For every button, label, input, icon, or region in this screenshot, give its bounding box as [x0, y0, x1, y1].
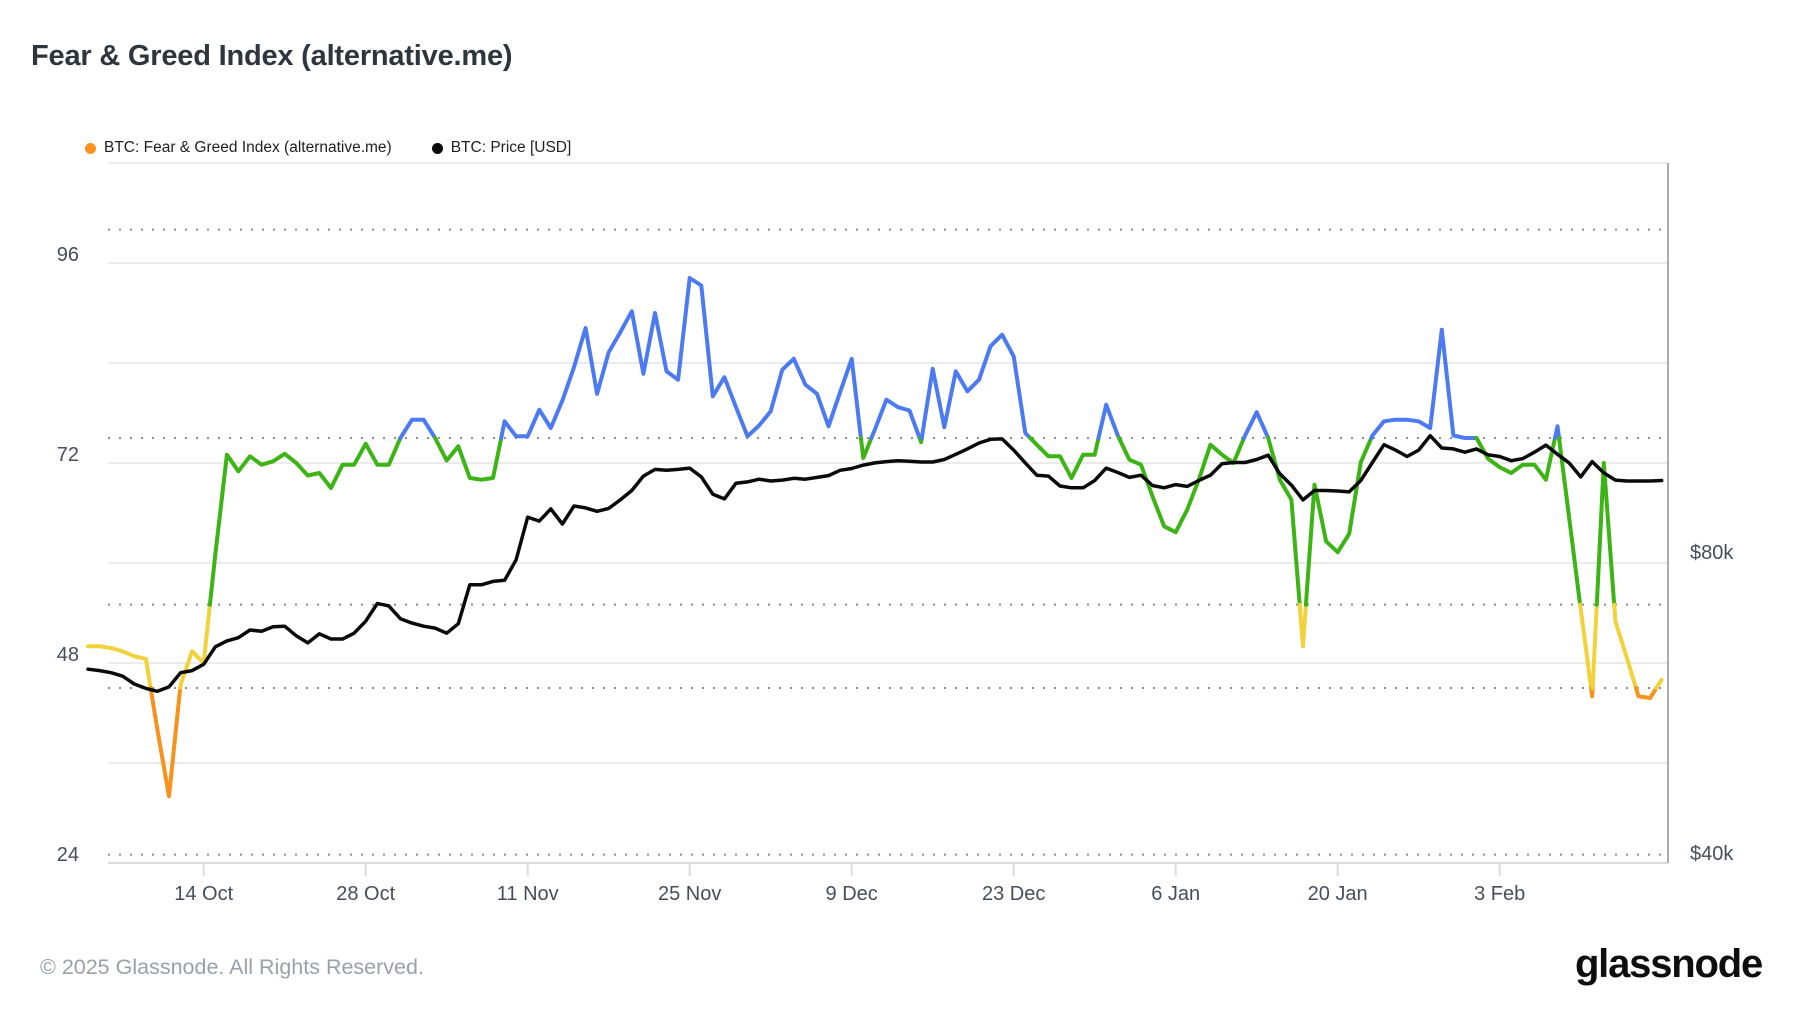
- svg-text:3 Feb: 3 Feb: [1474, 883, 1525, 905]
- svg-text:9 Dec: 9 Dec: [826, 883, 878, 905]
- svg-text:6 Jan: 6 Jan: [1151, 883, 1200, 905]
- svg-text:96: 96: [57, 244, 79, 266]
- page-title: Fear & Greed Index (alternative.me): [31, 40, 513, 72]
- svg-text:28 Oct: 28 Oct: [336, 883, 395, 905]
- legend-item-label: BTC: Fear & Greed Index (alternative.me): [104, 139, 392, 156]
- svg-text:24: 24: [57, 844, 79, 866]
- glassnode-logo: glassnode: [1574, 942, 1763, 986]
- legend: BTC: Fear & Greed Index (alternative.me)…: [85, 139, 571, 157]
- price-series-dot-icon: [431, 142, 443, 154]
- svg-text:14 Oct: 14 Oct: [174, 883, 233, 905]
- svg-text:48: 48: [57, 644, 79, 666]
- legend-item-price[interactable]: BTC: Price [USD]: [431, 139, 572, 157]
- svg-text:23 Dec: 23 Dec: [982, 883, 1045, 905]
- svg-text:11 Nov: 11 Nov: [497, 883, 559, 905]
- legend-item-fear-greed[interactable]: BTC: Fear & Greed Index (alternative.me): [85, 139, 392, 157]
- copyright-text: © 2025 Glassnode. All Rights Reserved.: [40, 955, 424, 979]
- legend-item-label: BTC: Price [USD]: [450, 139, 572, 156]
- svg-text:20 Jan: 20 Jan: [1308, 883, 1368, 905]
- svg-text:$40k: $40k: [1690, 843, 1734, 865]
- svg-text:72: 72: [57, 444, 79, 466]
- svg-text:$80k: $80k: [1690, 542, 1734, 564]
- fear-greed-series-dot-icon: [85, 142, 96, 154]
- svg-text:25 Nov: 25 Nov: [658, 883, 721, 905]
